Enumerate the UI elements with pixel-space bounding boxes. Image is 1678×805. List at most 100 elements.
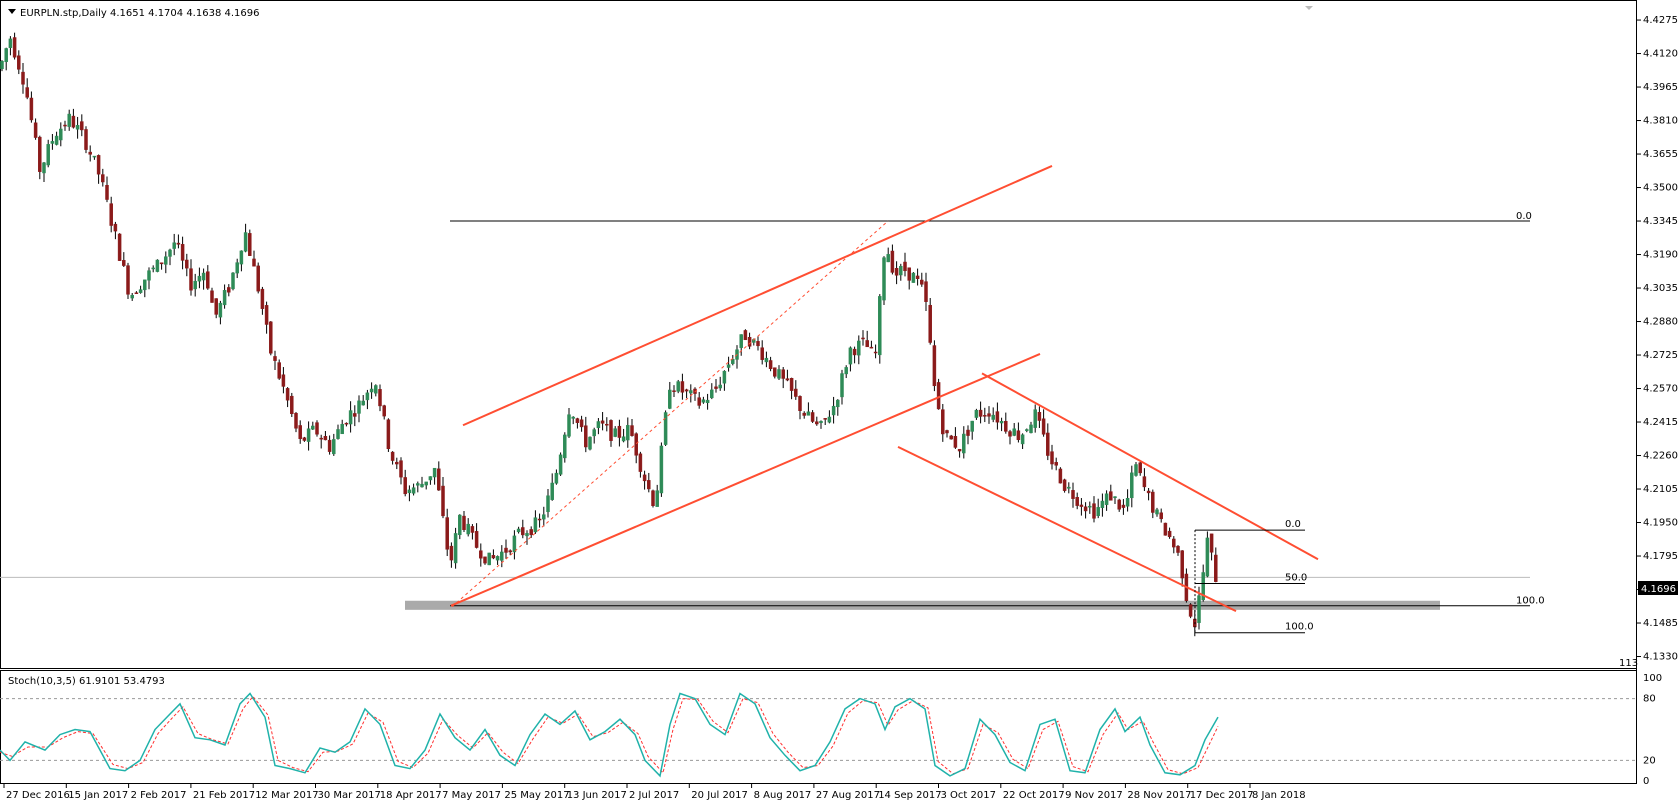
candle-body [609, 420, 613, 441]
candle-body [323, 436, 328, 441]
scroll-marker-icon[interactable] [1305, 6, 1313, 10]
candle-body [936, 382, 941, 410]
candle-body [386, 419, 391, 450]
candle-body [17, 55, 21, 70]
candle-body [584, 425, 588, 448]
candle-body [80, 121, 84, 131]
candle-body [991, 414, 995, 420]
time-tick-label: 7 May 2017 [442, 790, 501, 801]
candle-body [596, 421, 601, 429]
candle-body [579, 419, 584, 428]
candle-body [348, 410, 353, 425]
candle-body [281, 374, 286, 387]
trend-line [462, 165, 1053, 427]
time-tick-label: 13 Jun 2017 [567, 790, 627, 801]
candle-body [894, 268, 899, 276]
candle-body [395, 461, 399, 465]
last-price-badge [1638, 581, 1678, 595]
candle-body [852, 348, 857, 356]
price-tick-label: 4.2260 [1643, 451, 1678, 462]
candle-body [966, 429, 970, 436]
price-tick-label: 4.2570 [1643, 384, 1678, 395]
price-tick-label: 4.2105 [1643, 484, 1678, 495]
candle-body [306, 428, 311, 442]
stoch-main-line [0, 692, 1219, 778]
candle-body [529, 529, 533, 536]
candle-body [151, 267, 155, 270]
candle-body [785, 378, 790, 381]
candle-body [67, 113, 71, 127]
candle-body [105, 184, 109, 200]
candle-body [810, 412, 815, 422]
candle-body [218, 302, 223, 318]
candle-body [861, 337, 865, 340]
candle-body [1214, 554, 1218, 582]
candle-body [332, 439, 336, 455]
candle-body [848, 347, 853, 365]
candle-body [294, 412, 298, 429]
candle-body [550, 482, 554, 500]
candle-body [701, 399, 706, 403]
candle-body [407, 489, 412, 494]
candle-body [718, 384, 722, 389]
candle-body [210, 290, 214, 303]
candle-body [1155, 509, 1159, 515]
time-tick-label: 28 Nov 2017 [1127, 790, 1191, 801]
candle-body [907, 267, 911, 281]
time-tick-label: 22 Oct 2017 [1003, 790, 1065, 801]
candle-body [1020, 434, 1025, 445]
candle-body [1205, 537, 1210, 577]
candle-body [756, 341, 760, 347]
candle-body [445, 517, 449, 550]
candle-body [1125, 498, 1130, 507]
candle-body [88, 151, 92, 155]
candle-body [189, 268, 193, 291]
candle-body [399, 460, 403, 478]
fibonacci-levels: 0.0 50.0 100.0 [1194, 519, 1314, 634]
candle-body [462, 515, 466, 530]
candle-body [357, 400, 361, 414]
time-tick-label: 20 Jul 2017 [691, 790, 748, 801]
candle-body [416, 483, 420, 486]
candle-body [1121, 504, 1126, 508]
trend-line [897, 445, 1237, 613]
candle-body [1033, 409, 1037, 428]
candle-body [882, 257, 886, 301]
candle-body [1075, 497, 1079, 506]
candle-body [252, 258, 256, 267]
candle-body [54, 135, 59, 145]
candle-body [1046, 432, 1050, 456]
candle-body [491, 555, 496, 559]
candle-body [1029, 424, 1033, 434]
candle-body [117, 233, 122, 261]
candle-body [802, 412, 806, 416]
candle-body [731, 359, 735, 364]
price-tick-label: 4.4120 [1643, 49, 1678, 60]
candle-body [911, 272, 916, 283]
candle-body [290, 395, 294, 414]
candle-body [798, 396, 802, 411]
candle-body [1025, 429, 1029, 431]
time-tick-label: 27 Aug 2017 [816, 790, 880, 801]
time-tick-label: 8 Jan 2018 [1252, 790, 1306, 801]
candle-body [978, 409, 983, 417]
candle-body [844, 367, 848, 375]
candle-body [122, 260, 126, 266]
candle-body [315, 422, 319, 435]
candle-body [626, 425, 630, 441]
candle-body [1088, 505, 1092, 508]
collapse-arrow-icon[interactable] [8, 9, 16, 14]
candle-body [924, 281, 928, 302]
candle-body [1201, 572, 1205, 601]
candle-body [957, 448, 962, 452]
candle-body [920, 279, 924, 285]
candle-body [869, 346, 874, 349]
candle-body [1176, 545, 1180, 553]
candle-body [941, 409, 945, 435]
candle-body [403, 477, 407, 495]
candle-body [248, 233, 252, 256]
candle-body [222, 290, 227, 306]
candle-body [781, 369, 785, 379]
candle-body [101, 174, 105, 183]
